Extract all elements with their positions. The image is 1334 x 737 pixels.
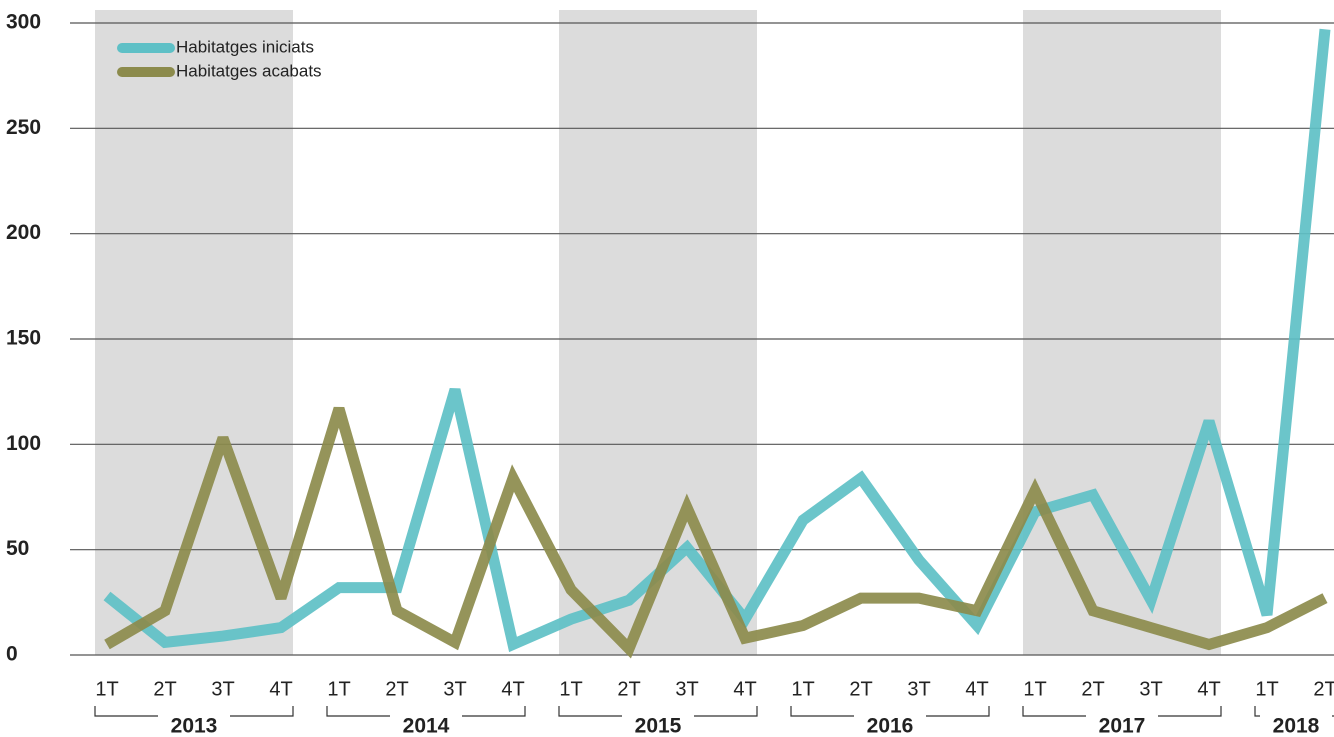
x-tick-label: 4T [501, 678, 524, 700]
x-tick-label: 1T [1255, 678, 1278, 700]
year-bracket [1022, 706, 1086, 717]
x-tick-label: 2T [1081, 678, 1104, 700]
x-tick-label: 3T [907, 678, 930, 700]
year-bracket [1158, 706, 1222, 717]
series-line [104, 406, 1328, 659]
x-tick-label: 3T [675, 678, 698, 700]
x-group-label: 2017 [1099, 715, 1146, 737]
x-tick-label: 1T [791, 678, 814, 700]
x-tick-label: 3T [443, 678, 466, 700]
x-tick-label: 2T [617, 678, 640, 700]
y-tick-label: 100 [6, 432, 41, 455]
x-tick-label: 4T [269, 678, 292, 700]
legend-label: Habitatges iniciats [176, 37, 314, 56]
year-bracket [1254, 706, 1260, 717]
x-tick-label: 1T [95, 678, 118, 700]
x-group-label: 2015 [635, 715, 682, 737]
y-tick-label: 200 [6, 221, 41, 244]
x-group-label: 2016 [867, 715, 914, 737]
bands [95, 10, 1221, 655]
y-tick-label: 50 [6, 537, 29, 560]
year-bracket [230, 706, 294, 717]
x-tick-label: 3T [1139, 678, 1162, 700]
x-tick-label: 1T [559, 678, 582, 700]
x-tick-label: 1T [327, 678, 350, 700]
x-tick-label: 3T [211, 678, 234, 700]
year-bracket [926, 706, 990, 717]
x-tick-label: 4T [965, 678, 988, 700]
year-bracket [462, 706, 526, 717]
y-tick-label: 150 [6, 327, 41, 350]
y-tick-label: 250 [6, 116, 41, 139]
y-tick-label: 0 [6, 643, 18, 666]
y-tick-label: 300 [6, 11, 41, 34]
x-tick-label: 2T [1313, 678, 1334, 700]
year-band [559, 10, 757, 655]
year-bracket [94, 706, 158, 717]
x-tick-label: 2T [849, 678, 872, 700]
year-bracket [558, 706, 622, 717]
year-bracket [790, 706, 854, 717]
x-tick-label: 1T [1023, 678, 1046, 700]
x-tick-label: 2T [153, 678, 176, 700]
x-tick-label: 2T [385, 678, 408, 700]
year-bracket [326, 706, 390, 717]
x-group-label: 2013 [171, 715, 218, 737]
legend-label: Habitatges acabats [176, 61, 322, 80]
x-group-label: 2014 [403, 715, 450, 737]
x-group-label: 2018 [1273, 715, 1320, 737]
x-tick-label: 4T [733, 678, 756, 700]
x-tick-label: 4T [1197, 678, 1220, 700]
year-bracket [694, 706, 758, 717]
